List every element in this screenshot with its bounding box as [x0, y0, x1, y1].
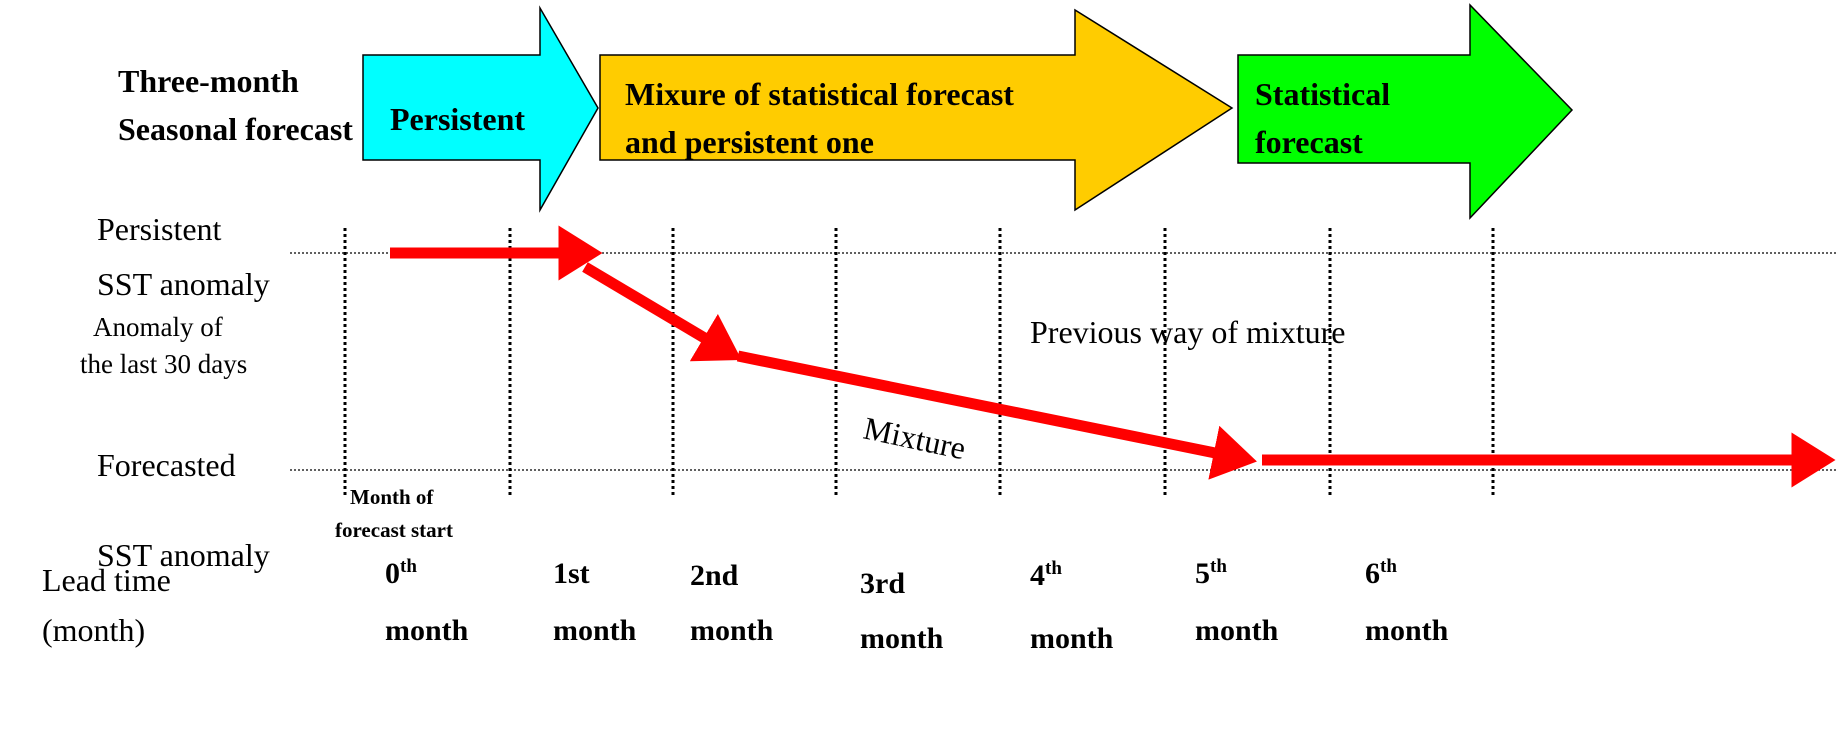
lead-unit: month: [1195, 614, 1279, 647]
lead-label: 0th: [385, 556, 417, 590]
lead-label: 2nd: [690, 559, 739, 592]
phase-arrow: [599, 8, 1234, 212]
lead-label: 3rd: [860, 567, 905, 600]
lead-unit: month: [690, 614, 774, 647]
mixture-path: [390, 225, 1836, 488]
lead-unit: month: [385, 614, 469, 647]
lead-suffix: th: [1045, 558, 1062, 579]
phase-label: and persistent one: [625, 124, 874, 160]
lead-suffix: th: [400, 556, 417, 577]
phase-label: forecast: [1255, 124, 1363, 160]
lead-unit: month: [553, 614, 637, 647]
level-label: SST anomaly: [97, 266, 270, 302]
lead-label: 6th: [1365, 556, 1397, 590]
lead-label: 1st: [553, 557, 590, 590]
annotation: Mixture: [861, 410, 969, 467]
phase-arrow: [362, 5, 599, 213]
level-label: Persistent: [97, 211, 222, 247]
lead-unit: month: [1365, 614, 1449, 647]
header-title: Seasonal forecast: [118, 111, 353, 147]
lead-label: 5th: [1195, 556, 1227, 590]
header-title: Three-month: [118, 63, 299, 99]
level-note: Anomaly of: [93, 312, 223, 342]
level-note: the last 30 days: [80, 349, 247, 379]
lead-unit: month: [860, 622, 944, 655]
level-label: SST anomaly: [97, 537, 270, 573]
phase-label: Persistent: [390, 101, 525, 137]
axis-label: (month): [42, 612, 145, 648]
annotation: Month of: [350, 485, 434, 509]
lead-label: 4th: [1030, 558, 1062, 592]
annotation: Previous way of mixture: [1030, 314, 1346, 350]
level-label: Forecasted: [97, 447, 236, 483]
lead-suffix: th: [1380, 556, 1397, 577]
axis-label: Lead time: [42, 562, 171, 598]
lead-suffix: th: [1210, 556, 1227, 577]
phase-label: Mixure of statistical forecast: [625, 76, 1014, 112]
phase-label: Statistical: [1255, 76, 1390, 112]
annotation: forecast start: [335, 518, 453, 542]
lead-unit: month: [1030, 622, 1114, 655]
month-dividers: [343, 228, 1495, 497]
phase-arrow: [1237, 3, 1574, 220]
